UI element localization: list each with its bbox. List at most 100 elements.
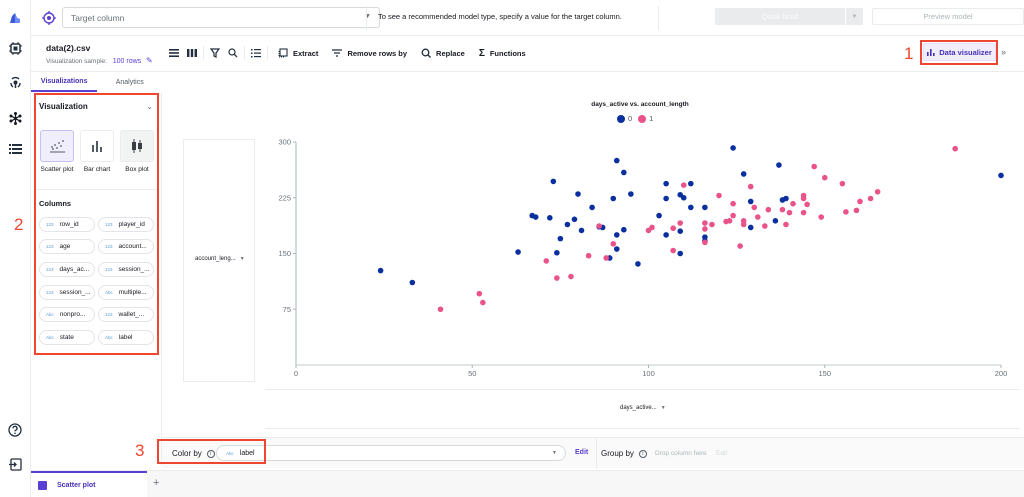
column-chip[interactable]: Abc state [39,330,95,345]
data-point[interactable] [578,227,585,234]
sample-rows-link[interactable]: 100 rows [112,58,142,65]
data-point[interactable] [800,209,807,216]
data-point[interactable] [550,178,557,185]
data-point[interactable] [737,243,743,249]
data-point[interactable] [663,232,669,238]
models-chip-icon[interactable] [7,40,23,56]
data-point[interactable] [839,180,846,187]
data-point[interactable] [740,221,747,228]
column-chip[interactable]: 123 session_... [98,262,154,277]
quick-build-button[interactable]: Quick build ▼ [715,8,863,25]
data-point[interactable] [747,224,754,231]
legend-label-0[interactable]: 0 [628,114,633,123]
data-wrangler-icon[interactable] [7,74,23,90]
x-axis-select[interactable]: days_active... ▼ [620,405,666,411]
data-point[interactable] [952,145,958,152]
data-point[interactable] [800,195,807,202]
data-point[interactable] [621,226,627,233]
column-chip[interactable]: Abc label [98,330,154,345]
quick-build-dropdown-icon[interactable]: ▼ [845,8,863,25]
data-point[interactable] [663,195,669,202]
data-point[interactable] [709,221,715,228]
data-point[interactable] [613,157,620,164]
data-point[interactable] [874,189,881,195]
column-chip[interactable]: 123 age [39,239,95,254]
color-by-edit-link[interactable]: Edit [575,449,589,456]
box-plot-card[interactable] [120,130,154,162]
data-point[interactable] [702,226,708,232]
data-point[interactable] [790,200,796,207]
data-point[interactable] [613,232,620,238]
column-view-icon[interactable] [183,46,201,60]
data-point[interactable] [610,195,617,202]
data-point[interactable] [571,216,578,223]
data-point[interactable] [857,198,863,205]
data-point[interactable] [853,207,860,214]
column-chip[interactable]: Abc nonpro... [39,307,95,322]
column-chip[interactable]: 123 account... [98,239,154,254]
data-point[interactable] [740,171,747,177]
group-by-drop-zone[interactable]: Drop column here [655,450,707,457]
tab-visualizations[interactable]: Visualizations [31,72,98,92]
data-point[interactable] [702,204,708,211]
data-point[interactable] [677,220,684,226]
color-by-select[interactable]: Abc label ▼ [216,445,566,461]
data-point[interactable] [437,306,444,313]
data-point[interactable] [677,250,684,257]
column-chip[interactable]: 123 wallet_... [98,307,154,322]
data-point[interactable] [613,246,620,252]
add-tab-button[interactable]: + [153,477,160,489]
data-point[interactable] [663,180,669,187]
datasets-list-icon[interactable] [7,141,23,157]
info-icon[interactable]: i [206,449,215,458]
data-point[interactable] [409,279,416,286]
column-chip[interactable]: 123 player_id [98,217,154,232]
data-point[interactable] [621,169,627,176]
data-point[interactable] [776,162,782,168]
functions-button[interactable]: Σ Functions [479,48,526,59]
canvas-logo-icon[interactable] [7,10,23,26]
data-point[interactable] [547,215,553,221]
data-point[interactable] [716,192,722,199]
data-point[interactable] [568,273,574,280]
data-point[interactable] [772,217,779,224]
data-point[interactable] [589,204,595,211]
data-point[interactable] [585,252,592,259]
data-point[interactable] [730,145,736,151]
data-point[interactable] [843,209,849,215]
tab-analytics[interactable]: Analytics [115,78,144,86]
data-point[interactable] [554,249,560,256]
scatter-plot-card[interactable] [40,130,74,162]
data-point[interactable] [818,214,825,220]
data-point[interactable] [811,163,817,170]
data-point[interactable] [779,206,786,213]
replace-button[interactable]: Replace [421,48,465,58]
data-point[interactable] [554,275,560,281]
data-visualizer-button[interactable]: Data visualizer [923,43,996,61]
data-point[interactable] [645,227,652,234]
data-point[interactable] [677,228,684,234]
filter-icon[interactable] [206,46,224,60]
data-point[interactable] [628,191,634,197]
info-icon[interactable]: i [638,449,647,458]
column-chip[interactable]: Abc multiple... [98,285,154,300]
data-point[interactable] [754,214,761,220]
data-point[interactable] [564,221,571,228]
data-point[interactable] [702,220,708,226]
column-chip[interactable]: 123 days_ac... [39,262,95,277]
data-point[interactable] [610,241,617,247]
data-point[interactable] [702,239,708,246]
data-point[interactable] [532,214,539,220]
data-point[interactable] [515,249,521,255]
remove-rows-button[interactable]: Remove rows by [332,49,407,58]
data-point[interactable] [670,247,676,254]
data-point[interactable] [867,195,874,202]
collapse-chevron-icon[interactable]: » [1001,47,1007,57]
tab-scatter-plot[interactable]: Scatter plot [31,471,147,497]
target-column-select[interactable]: Target column ▼ [62,7,380,28]
data-point[interactable] [575,191,581,197]
data-point[interactable] [680,194,687,201]
data-point[interactable] [656,212,662,219]
data-point[interactable] [762,223,768,229]
data-point[interactable] [783,221,789,228]
